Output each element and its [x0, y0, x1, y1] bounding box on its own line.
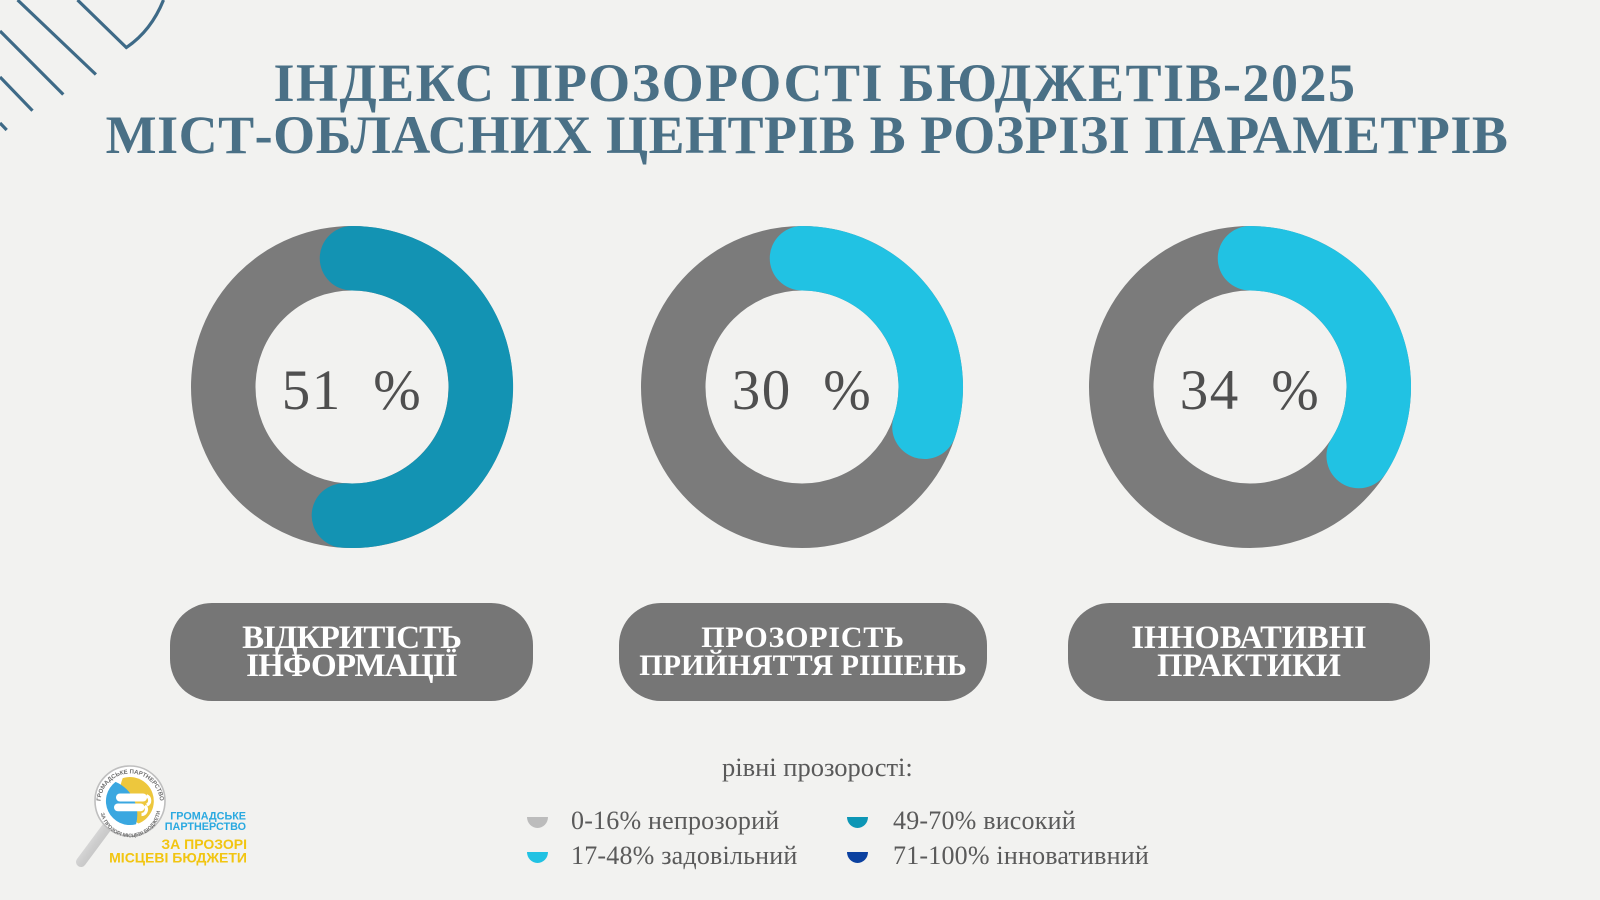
svg-text:ЗА ПРОЗОРІ: ЗА ПРОЗОРІ [161, 836, 247, 852]
svg-text:ПАРТНЕРСТВО: ПАРТНЕРСТВО [165, 821, 246, 833]
svg-text:ГРОМАДСЬКЕ: ГРОМАДСЬКЕ [170, 810, 246, 822]
svg-text:МІСЦЕВІ БЮДЖЕТИ: МІСЦЕВІ БЮДЖЕТИ [109, 850, 247, 866]
